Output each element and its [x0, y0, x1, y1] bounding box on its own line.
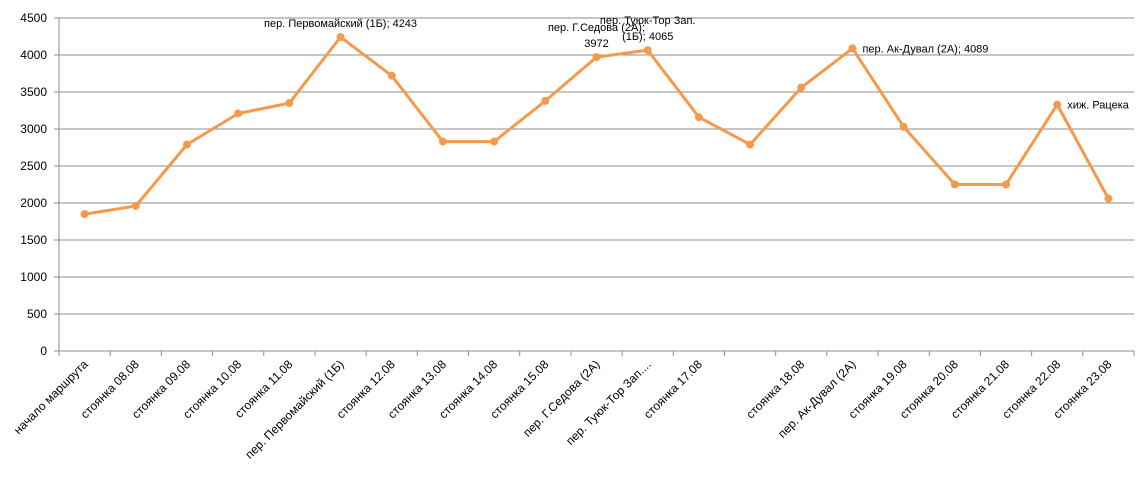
data-point — [1002, 180, 1011, 189]
y-tick-label: 2500 — [20, 159, 47, 173]
data-point — [848, 44, 857, 53]
data-point — [182, 140, 191, 149]
data-point — [285, 99, 294, 108]
data-label: пер. Первомайский (1Б); 4243 — [264, 18, 417, 30]
data-annotations: пер. Первомайский (1Б); 4243 пер. Г.Седов… — [264, 15, 1130, 111]
x-tick-label: пер. Туюк-Тор Зап.... — [563, 357, 654, 448]
data-point — [592, 53, 601, 62]
data-point — [438, 137, 447, 146]
data-point — [950, 180, 959, 189]
grid-lines — [59, 17, 1134, 315]
y-tick-label: 1500 — [20, 233, 47, 247]
y-axis-tick-labels: 0 500 1000 1500 2000 2500 3000 3500 4000 4500 — [20, 11, 47, 358]
data-point — [1104, 194, 1113, 203]
y-tick-label: 3000 — [20, 122, 47, 136]
x-tick-label: пер. Первомайский (1Б) — [242, 357, 346, 461]
data-point — [336, 33, 345, 42]
data-label: пер. Ак-Дувал (2А); 4089 — [862, 43, 988, 55]
data-point — [234, 109, 243, 118]
data-point — [797, 83, 806, 92]
data-point — [131, 201, 140, 210]
data-point — [490, 137, 499, 146]
y-tick-label: 500 — [27, 307, 47, 321]
x-axis — [54, 17, 1135, 356]
data-point — [694, 113, 703, 122]
data-point — [899, 122, 908, 131]
y-tick-label: 3500 — [20, 85, 47, 99]
y-tick-label: 2000 — [20, 196, 47, 210]
data-point — [387, 71, 396, 80]
data-label: 3972 — [584, 38, 608, 50]
data-points — [80, 33, 1113, 219]
data-point — [541, 96, 550, 105]
y-tick-label: 1000 — [20, 270, 47, 284]
y-tick-label: 0 — [40, 344, 47, 358]
data-label: пер. Туюк-Тор Зап. — [600, 15, 696, 27]
data-label: (1Б); 4065 — [622, 31, 673, 43]
y-tick-label: 4000 — [20, 48, 47, 62]
data-point — [746, 140, 755, 149]
data-label: хиж. Рацека — [1067, 100, 1130, 112]
data-label: пер. Г.Седова (2А); — [548, 22, 645, 34]
data-point — [80, 210, 89, 219]
data-point — [1053, 100, 1062, 109]
y-tick-label: 4500 — [20, 11, 47, 25]
x-tick-label: начало маршрута — [11, 357, 91, 437]
data-point — [643, 46, 652, 55]
